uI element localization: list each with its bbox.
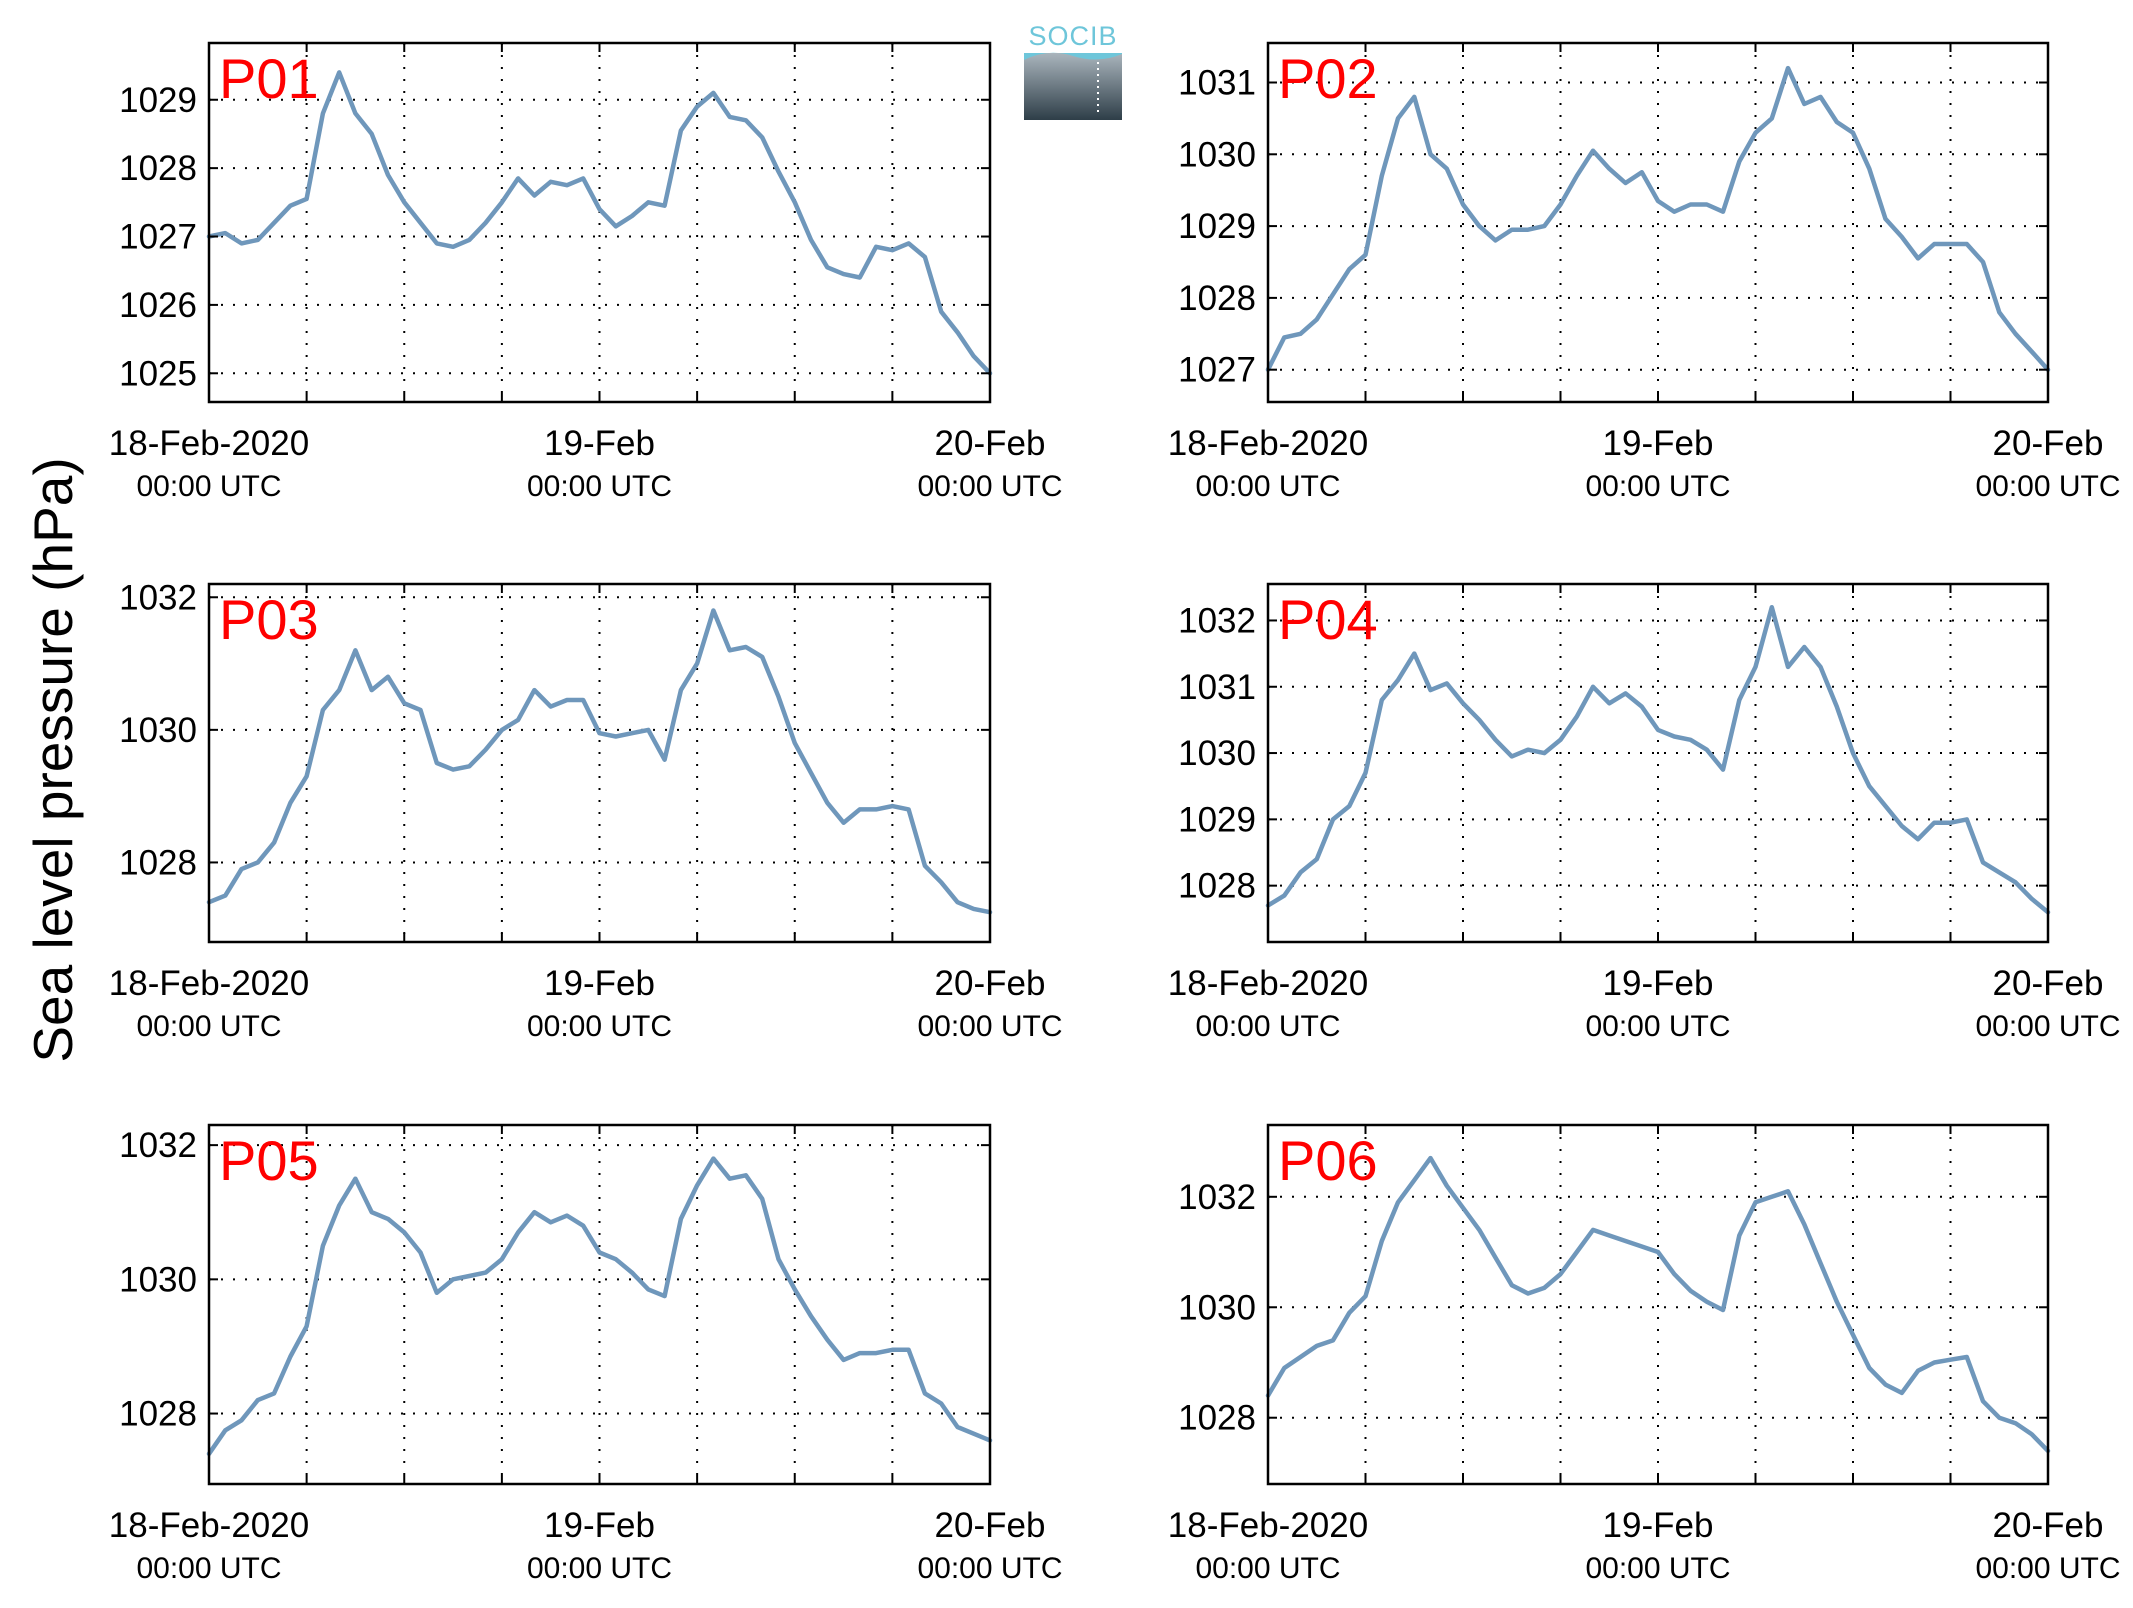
- panel-p02: 1027 1028 1029 1030 1031 18-Feb-2020 00:00 UTC…: [1168, 41, 2121, 503]
- y-tick-label: 1031: [1178, 63, 1256, 102]
- y-tick-label: 1032: [1178, 601, 1256, 640]
- panel-title: P03: [219, 588, 319, 651]
- y-tick-label: 1029: [1178, 800, 1256, 839]
- x-tick-label: 19-Feb: [544, 964, 655, 1003]
- x-tick-label: 20-Feb: [1993, 964, 2104, 1003]
- panels: 1025 1026 1027 1028 1029 18-Feb-2020 00:00 UTC…: [109, 41, 2121, 1585]
- series-line: [206, 1156, 993, 1457]
- y-tick-label: 1030: [1178, 734, 1256, 773]
- y-tick-label: 1027: [119, 218, 197, 257]
- series-line: [1265, 604, 2051, 915]
- y-tick-label: 1032: [119, 1126, 197, 1165]
- y-tick-label: 1032: [119, 578, 197, 617]
- x-tick-sublabel: 00:00 UTC: [1195, 470, 1340, 503]
- x-tick-sublabel: 00:00 UTC: [1195, 1552, 1340, 1585]
- x-tick-sublabel: 00:00 UTC: [1975, 1010, 2120, 1043]
- y-tick-label: 1027: [1178, 351, 1256, 390]
- axes-frame: [1266, 41, 2050, 404]
- axes-frame: [207, 1123, 992, 1486]
- x-tick-sublabel: 00:00 UTC: [1195, 1010, 1340, 1043]
- panel-p01: 1025 1026 1027 1028 1029 18-Feb-2020 00:00 UTC…: [109, 41, 1063, 503]
- logo-emblem: [1024, 53, 1122, 120]
- y-tick-label: 1029: [119, 81, 197, 120]
- panel-p05: 1028 1030 1032 18-Feb-2020 00:00 UTC 19-Feb 00…: [109, 1123, 1063, 1585]
- y-tick-label: 1028: [1178, 1399, 1256, 1438]
- x-tick-sublabel: 00:00 UTC: [917, 1552, 1062, 1585]
- x-tick-label: 20-Feb: [935, 424, 1046, 463]
- x-tick-sublabel: 00:00 UTC: [527, 470, 672, 503]
- x-tick-sublabel: 00:00 UTC: [1585, 1010, 1730, 1043]
- x-tick-sublabel: 00:00 UTC: [1585, 470, 1730, 503]
- y-tick-label: 1025: [119, 354, 197, 393]
- series-line: [206, 70, 993, 376]
- series-line: [206, 608, 993, 915]
- panel-p03: 1028 1030 1032 18-Feb-2020 00:00 UTC 19-Feb 00…: [109, 578, 1063, 1043]
- x-tick-sublabel: 00:00 UTC: [136, 470, 281, 503]
- x-tick-sublabel: 00:00 UTC: [136, 1552, 281, 1585]
- axes-frame: [207, 582, 992, 944]
- x-tick-sublabel: 00:00 UTC: [917, 470, 1062, 503]
- panel-p04: 1028 1029 1030 1031 1032 18-Feb-2020 00:00 UTC…: [1168, 582, 2121, 1043]
- y-tick-label: 1031: [1178, 668, 1256, 707]
- y-tick-label: 1030: [1178, 1288, 1256, 1327]
- x-tick-label: 19-Feb: [1603, 424, 1714, 463]
- axes-frame: [207, 41, 992, 404]
- logo-text: SOCIB: [1028, 21, 1117, 51]
- x-tick-sublabel: 00:00 UTC: [527, 1552, 672, 1585]
- socib-logo: SOCIB: [1024, 21, 1122, 120]
- y-tick-label: 1028: [119, 843, 197, 882]
- x-tick-label: 18-Feb-2020: [109, 424, 309, 463]
- x-tick-sublabel: 00:00 UTC: [1975, 470, 2120, 503]
- x-tick-label: 19-Feb: [1603, 1506, 1714, 1545]
- x-tick-label: 18-Feb-2020: [1168, 424, 1368, 463]
- y-tick-label: 1028: [119, 149, 197, 188]
- x-tick-sublabel: 00:00 UTC: [527, 1010, 672, 1043]
- x-tick-label: 20-Feb: [1993, 1506, 2104, 1545]
- axes-frame: [1266, 1123, 2050, 1486]
- y-tick-label: 1028: [1178, 279, 1256, 318]
- x-tick-sublabel: 00:00 UTC: [1975, 1552, 2120, 1585]
- y-tick-label: 1030: [119, 711, 197, 750]
- x-tick-sublabel: 00:00 UTC: [1585, 1552, 1730, 1585]
- y-tick-label: 1029: [1178, 207, 1256, 246]
- x-tick-label: 18-Feb-2020: [1168, 1506, 1368, 1545]
- x-tick-label: 18-Feb-2020: [109, 964, 309, 1003]
- x-tick-label: 20-Feb: [935, 964, 1046, 1003]
- panel-p06: 1028 1030 1032 18-Feb-2020 00:00 UTC 19-Feb 00…: [1168, 1123, 2121, 1585]
- axes-frame: [1266, 582, 2050, 944]
- y-axis-label: Sea level pressure (hPa): [22, 457, 84, 1062]
- x-tick-sublabel: 00:00 UTC: [917, 1010, 1062, 1043]
- x-tick-label: 19-Feb: [1603, 964, 1714, 1003]
- y-tick-label: 1026: [119, 286, 197, 325]
- series-line: [1265, 65, 2051, 372]
- y-tick-label: 1030: [1178, 135, 1256, 174]
- x-tick-label: 20-Feb: [935, 1506, 1046, 1545]
- x-tick-sublabel: 00:00 UTC: [136, 1010, 281, 1043]
- x-tick-label: 19-Feb: [544, 424, 655, 463]
- x-tick-label: 19-Feb: [544, 1506, 655, 1545]
- y-tick-label: 1028: [119, 1395, 197, 1434]
- panel-title: P06: [1278, 1129, 1378, 1192]
- y-tick-label: 1028: [1178, 867, 1256, 906]
- series-line: [1265, 1155, 2051, 1454]
- x-tick-label: 18-Feb-2020: [109, 1506, 309, 1545]
- y-tick-label: 1030: [119, 1260, 197, 1299]
- panel-title: P02: [1278, 47, 1378, 110]
- panel-title: P01: [219, 47, 319, 110]
- x-tick-label: 18-Feb-2020: [1168, 964, 1368, 1003]
- panel-title: P05: [219, 1129, 319, 1192]
- logo-wave: [1024, 52, 1122, 60]
- panel-title: P04: [1278, 588, 1378, 651]
- x-tick-label: 20-Feb: [1993, 424, 2104, 463]
- y-tick-label: 1032: [1178, 1178, 1256, 1217]
